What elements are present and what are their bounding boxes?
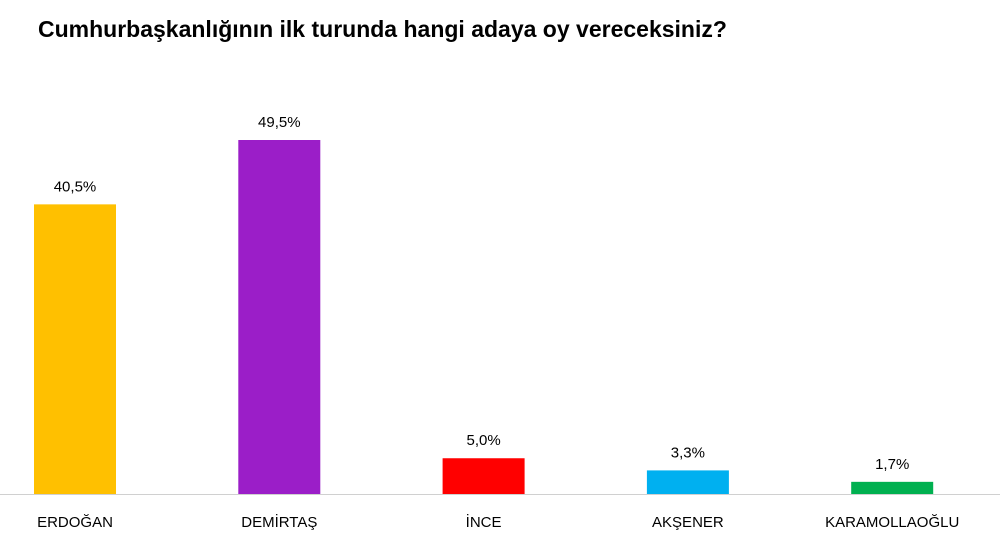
- x-tick-label: AKŞENER: [652, 514, 724, 531]
- value-label: 1,7%: [875, 456, 909, 473]
- bar: [646, 470, 729, 494]
- chart-title: Cumhurbaşkanlığının ilk turunda hangi ad…: [38, 16, 727, 42]
- value-label: 49,5%: [258, 114, 301, 131]
- value-label: 3,3%: [671, 444, 705, 461]
- x-tick-label: KARAMOLLAOĞLU: [825, 514, 959, 531]
- x-tick-label: ERDOĞAN: [37, 514, 113, 531]
- x-tick-label: İNCE: [466, 513, 502, 531]
- bar: [238, 140, 321, 494]
- x-tick-label: DEMİRTAŞ: [241, 513, 317, 531]
- bar: [851, 481, 934, 494]
- bar: [34, 204, 116, 494]
- bar: [442, 458, 525, 494]
- value-label: 40,5%: [54, 178, 97, 195]
- value-label: 5,0%: [466, 432, 500, 449]
